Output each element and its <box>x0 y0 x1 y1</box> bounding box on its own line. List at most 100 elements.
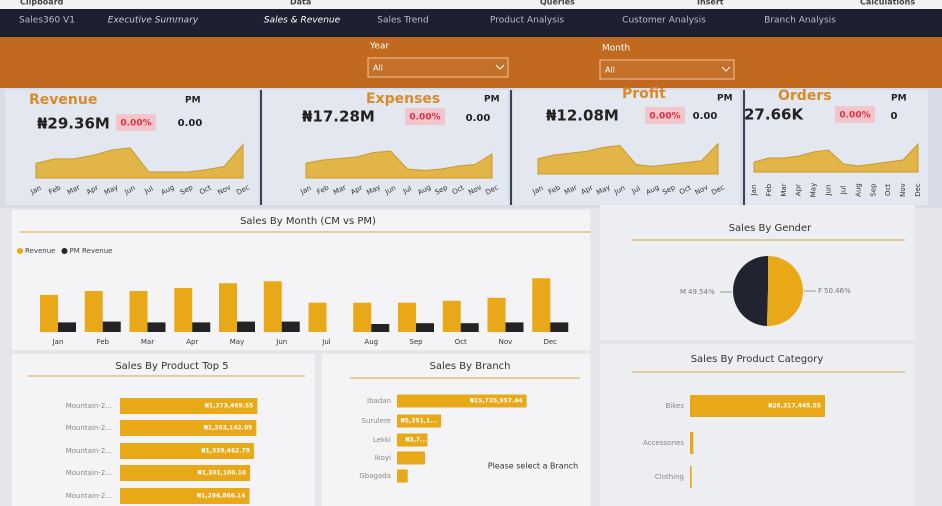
x-tick-label: Aug <box>364 338 378 346</box>
nav-tab[interactable]: Branch Analysis <box>764 16 836 26</box>
x-tick-label: May <box>230 338 244 346</box>
sparkline-area <box>305 150 493 179</box>
kpi-pm-value: 0.00 <box>178 118 203 129</box>
chart-title: Sales By Month (CM vs PM) <box>240 216 376 227</box>
x-tick-label: Apr <box>186 338 198 346</box>
nav-tab[interactable]: Executive Summary <box>108 16 199 26</box>
dropdown-value: All <box>373 64 383 73</box>
nav-tab: Sales360 V1 <box>19 16 75 26</box>
kpi-value: 27.66K <box>744 106 804 124</box>
y-tick-label: Mountain-2... <box>66 447 112 455</box>
value-label: ₦28,317,445.55 <box>768 403 821 410</box>
nav-tab[interactable]: Sales Trend <box>377 16 428 26</box>
chart-title: Sales By Product Category <box>691 354 824 365</box>
ribbon <box>0 0 942 9</box>
kpi-card <box>263 90 508 205</box>
y-tick-label: Mountain-2... <box>66 469 112 477</box>
y-tick-label: Clothing <box>655 473 684 481</box>
sparkline-area <box>537 142 719 175</box>
value-label: ₦5,351,1... <box>401 418 437 425</box>
bar <box>120 488 250 504</box>
x-tick-label: Nov <box>499 338 513 346</box>
pie-value-label: 49.54% <box>688 288 715 296</box>
bar <box>308 302 327 332</box>
sparkline-area <box>753 142 919 173</box>
value-label: ₦1,294,866.14 <box>197 493 246 500</box>
y-tick-label: Lekki <box>373 436 391 444</box>
x-tick-label: Dec <box>543 338 557 346</box>
kpi-change-box <box>835 106 875 123</box>
x-tick-label: Jul <box>839 186 847 196</box>
kpi-change: 0.00% <box>649 112 680 122</box>
dropdown-value: All <box>605 66 615 75</box>
bar <box>237 321 255 332</box>
ribbon-label: Clipboard <box>20 0 64 7</box>
bar <box>397 451 425 465</box>
dropdown-arrow <box>721 66 731 72</box>
x-tick-label: Jun <box>825 185 833 197</box>
y-tick-label: Gbagada <box>359 472 391 480</box>
ribbon-label: Calculations <box>860 0 915 7</box>
chart-title: Sales By Product Top 5 <box>115 361 228 372</box>
kpi-pm-value: 0.00 <box>693 111 718 122</box>
x-tick-label: Dec <box>914 183 922 197</box>
bar <box>353 302 372 332</box>
kpi-change: 0.00% <box>409 113 440 123</box>
pie-label: M <box>680 288 686 296</box>
nav-bar <box>0 9 942 37</box>
kpi-pm-label: PM <box>484 95 500 105</box>
bar <box>120 443 254 459</box>
x-tick-label: Feb <box>765 183 773 196</box>
bar <box>102 321 121 332</box>
dropdown-arrow <box>495 64 505 70</box>
x-tick-label: Jun <box>275 338 287 346</box>
bar <box>442 300 461 332</box>
bar <box>219 283 237 332</box>
bar <box>416 323 434 332</box>
bar <box>263 281 282 332</box>
x-tick-label: Sep <box>409 338 423 346</box>
x-tick-label: Jul <box>321 338 331 346</box>
x-tick-label: Jul <box>142 184 154 196</box>
kpi-change-box <box>405 108 445 125</box>
bar <box>460 323 479 332</box>
y-tick-label: Ikoyi <box>375 454 391 462</box>
kpi-card <box>5 90 258 205</box>
nav-tab[interactable]: Product Analysis <box>490 16 564 26</box>
bar <box>690 432 694 454</box>
pie-slice <box>766 256 803 326</box>
y-tick-label: Surulere <box>362 417 391 425</box>
bar <box>58 322 76 332</box>
value-label: ₦3,7... <box>405 437 427 444</box>
value-label: ₦1,339,462.79 <box>201 448 250 455</box>
y-tick-label: Mountain-2... <box>66 424 112 432</box>
nav-tab[interactable]: Customer Analysis <box>622 16 706 26</box>
kpi-pm-label: PM <box>185 96 201 106</box>
chart-title: Sales By Gender <box>729 223 812 234</box>
y-tick-label: Mountain-2... <box>66 492 112 500</box>
dropdown[interactable] <box>367 57 509 78</box>
bar <box>147 322 166 332</box>
dropdown[interactable] <box>599 59 735 80</box>
bar <box>371 324 390 332</box>
x-tick-label: Oct <box>455 338 467 346</box>
value-label: ₦1,373,469.55 <box>205 403 254 410</box>
bar <box>192 322 211 332</box>
bar <box>487 297 506 332</box>
annotation: Please select a Branch <box>488 462 578 471</box>
ribbon-label: Queries <box>540 0 575 7</box>
x-tick-label: May <box>810 183 818 197</box>
legend-marker <box>61 248 68 254</box>
pie-label: F <box>818 287 822 295</box>
legend-marker <box>17 248 23 254</box>
bar <box>397 469 408 483</box>
kpi-pm-value: 0 <box>891 111 898 122</box>
kpi-change: 0.00% <box>839 111 870 121</box>
bar <box>84 291 103 332</box>
kpi-value: ₦12.08M <box>546 107 619 125</box>
nav-tab[interactable]: Sales & Revenue <box>264 16 341 26</box>
bar <box>532 278 551 332</box>
ribbon-label: Insert <box>697 0 724 7</box>
sparkline-area <box>35 143 244 179</box>
